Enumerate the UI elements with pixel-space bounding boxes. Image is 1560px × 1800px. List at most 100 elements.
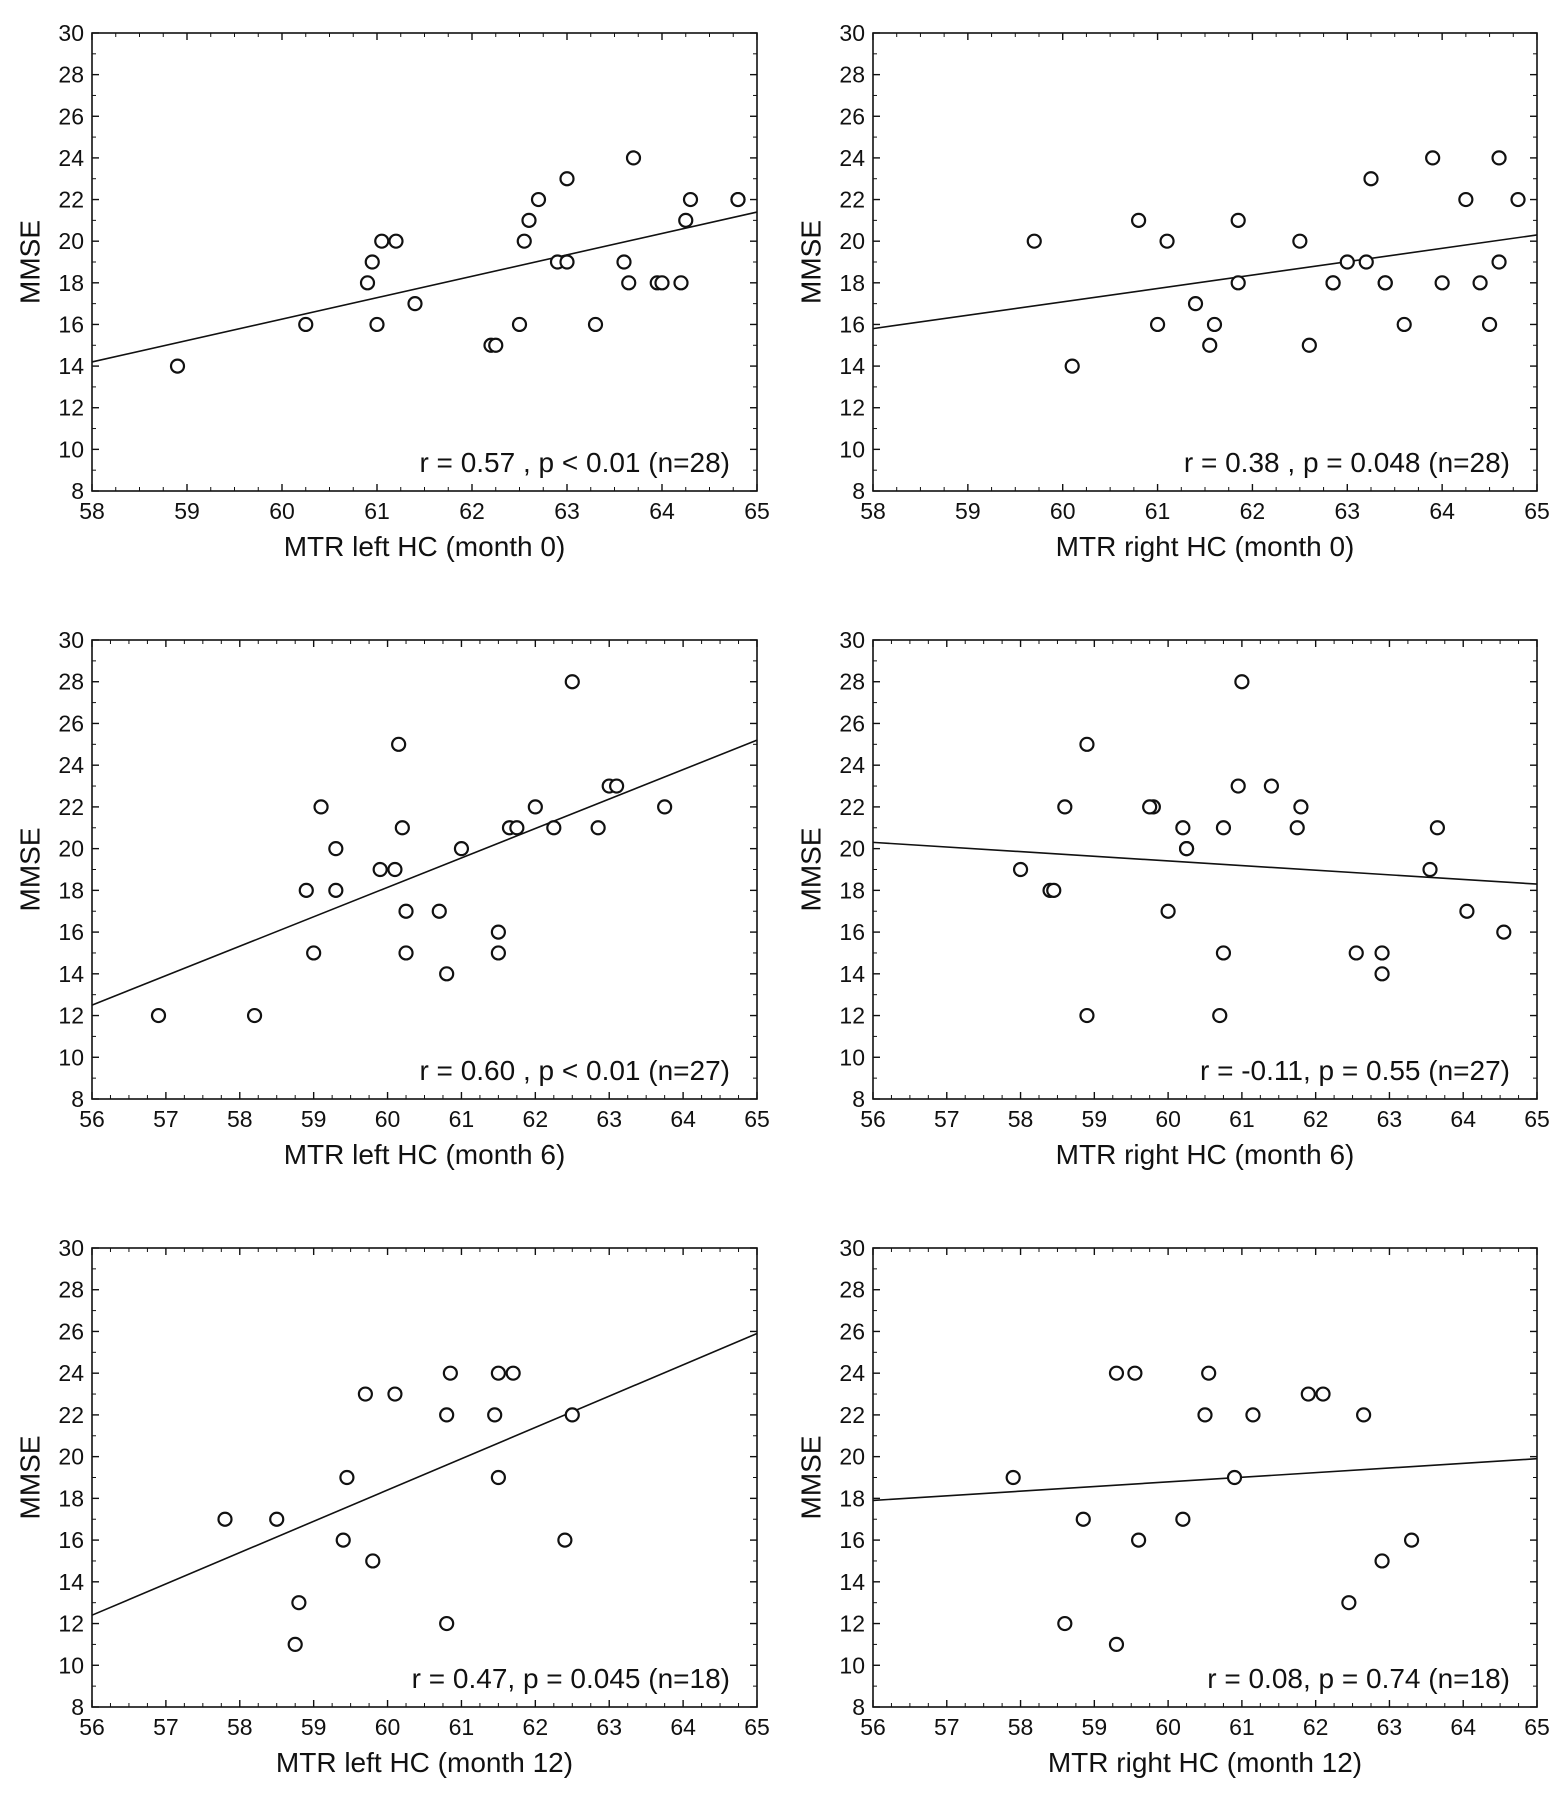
data-point	[1289, 820, 1305, 836]
y-axis-label: MMSE	[14, 828, 45, 912]
data-point	[298, 316, 314, 333]
data-point	[313, 799, 329, 815]
data-point	[357, 1386, 373, 1402]
data-point	[398, 903, 414, 919]
data-point	[1142, 799, 1158, 815]
data-point	[546, 820, 562, 836]
data-point	[1197, 1407, 1213, 1423]
x-tick-label: 61	[1229, 1106, 1255, 1132]
y-tick-label: 28	[839, 1277, 865, 1303]
y-tick-label: 18	[58, 877, 84, 903]
data-point	[1292, 233, 1308, 249]
x-tick-label: 59	[1082, 1106, 1108, 1132]
data-point	[1396, 316, 1412, 333]
data-point	[1079, 1007, 1095, 1024]
data-point	[490, 1469, 506, 1486]
y-tick-label: 14	[839, 353, 865, 379]
y-tick-label: 30	[839, 627, 865, 653]
data-point	[1230, 212, 1246, 228]
data-point	[1374, 966, 1390, 982]
data-point	[559, 254, 575, 270]
y-axis-label: MMSE	[795, 828, 826, 912]
x-tick-label: 65	[1524, 1714, 1550, 1740]
data-point	[1481, 316, 1498, 333]
data-point	[291, 1595, 307, 1611]
x-tick-label: 63	[554, 498, 580, 524]
data-point	[1215, 820, 1232, 836]
panel-left-month-6: 56 57 58 59 60 61 62 63 64 65 8 10 12 14 16 18 20 22 24 26 2…	[14, 627, 769, 1170]
y-tick-label: 24	[58, 752, 84, 778]
data-point	[1374, 1553, 1390, 1569]
x-axis-label: MTR right HC (month 6)	[1056, 1139, 1355, 1170]
data-point	[388, 233, 404, 249]
data-point	[1403, 1532, 1420, 1548]
plot-frame	[872, 1247, 1538, 1708]
x-tick-label: 58	[227, 1106, 253, 1132]
data-point	[1263, 778, 1280, 794]
data-point	[1175, 1511, 1191, 1527]
data-point	[1496, 924, 1512, 940]
data-point	[559, 171, 575, 187]
data-point	[169, 358, 186, 374]
y-tick-label: 16	[58, 1527, 84, 1553]
correlation-annotation: r = 0.38 , p = 0.048 (n=28)	[1184, 447, 1510, 478]
data-point	[730, 191, 746, 208]
plot-frame	[91, 639, 758, 1100]
x-tick-label: 58	[1008, 1714, 1034, 1740]
x-tick-label: 65	[1524, 1106, 1550, 1132]
y-tick-label: 18	[58, 1485, 84, 1511]
data-point	[328, 882, 344, 898]
panel-right-month-12: 56 57 58 59 60 61 62 63 64 65 8 10 12 14 16 18 20 22 24 26 2…	[795, 1235, 1549, 1778]
data-point	[490, 1365, 506, 1381]
panel-left-month-0: 58 59 60 61 62 63 64 6581012141618202224262830 …	[14, 20, 769, 562]
x-tick-label: 62	[459, 498, 485, 524]
x-tick-label: 61	[449, 1714, 475, 1740]
plot-frame	[872, 32, 1538, 492]
x-tick-label: 57	[153, 1714, 179, 1740]
x-tick-label: 59	[301, 1714, 327, 1740]
data-point	[1206, 316, 1223, 333]
data-point	[511, 316, 528, 333]
y-tick-label: 22	[58, 794, 84, 820]
y-tick-label: 20	[839, 1444, 865, 1470]
data-point	[488, 337, 504, 353]
x-tick-label: 64	[1429, 498, 1455, 524]
data-point	[657, 799, 673, 815]
data-point	[509, 820, 525, 836]
data-point	[1434, 275, 1450, 291]
data-point	[564, 674, 580, 690]
y-tick-label: 10	[839, 1652, 865, 1678]
data-point	[1178, 841, 1195, 857]
y-tick-label: 26	[58, 1318, 84, 1344]
data-point	[1079, 736, 1095, 752]
y-tick-label: 14	[839, 961, 865, 987]
y-tick-label: 10	[839, 436, 865, 462]
x-tick-label: 65	[744, 1106, 770, 1132]
data-point	[431, 903, 447, 919]
y-tick-label: 8	[71, 478, 84, 504]
data-point	[625, 150, 642, 166]
data-point	[391, 736, 407, 752]
data-point	[246, 1007, 263, 1024]
data-point	[217, 1511, 233, 1527]
regression-line	[872, 1457, 1538, 1502]
data-point	[527, 799, 543, 815]
data-point	[490, 924, 506, 940]
x-tick-label: 56	[860, 1714, 886, 1740]
data-point	[439, 1615, 455, 1632]
x-tick-label: 64	[1450, 1714, 1476, 1740]
plot-area: 58 59 60 61 62 63 64 65 8 10 12 14 16 18 20 22 24 26 28 30	[839, 20, 1549, 524]
y-tick-label: 28	[839, 669, 865, 695]
data-point	[1201, 1365, 1217, 1381]
data-point	[335, 1532, 351, 1548]
y-tick-label: 18	[839, 877, 865, 903]
y-tick-label: 24	[839, 1360, 865, 1386]
x-tick-label: 60	[269, 498, 295, 524]
y-tick-label: 28	[58, 62, 84, 88]
y-tick-label: 16	[58, 919, 84, 945]
x-axis-label: MTR left HC (month 12)	[276, 1747, 573, 1778]
x-tick-label: 62	[1303, 1714, 1329, 1740]
data-point	[1377, 275, 1393, 291]
data-point	[616, 254, 632, 270]
panel-left-month-12: 56 57 58 59 60 61 62 63 64 65 8 10 12 14 16 18 20 22 24 26 2…	[14, 1235, 769, 1778]
